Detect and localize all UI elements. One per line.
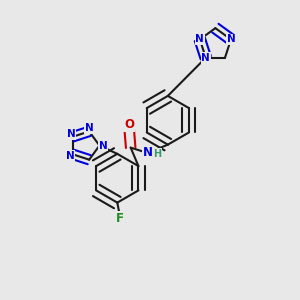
Text: N: N (67, 129, 76, 139)
Text: F: F (116, 212, 124, 225)
Text: N: N (66, 151, 75, 161)
Text: N: N (142, 146, 153, 160)
Text: O: O (124, 118, 134, 130)
Text: N: N (85, 123, 94, 134)
Text: N: N (226, 34, 235, 44)
Text: N: N (196, 34, 204, 44)
Text: N: N (99, 140, 107, 151)
Text: N: N (201, 53, 210, 63)
Text: H: H (153, 149, 161, 159)
